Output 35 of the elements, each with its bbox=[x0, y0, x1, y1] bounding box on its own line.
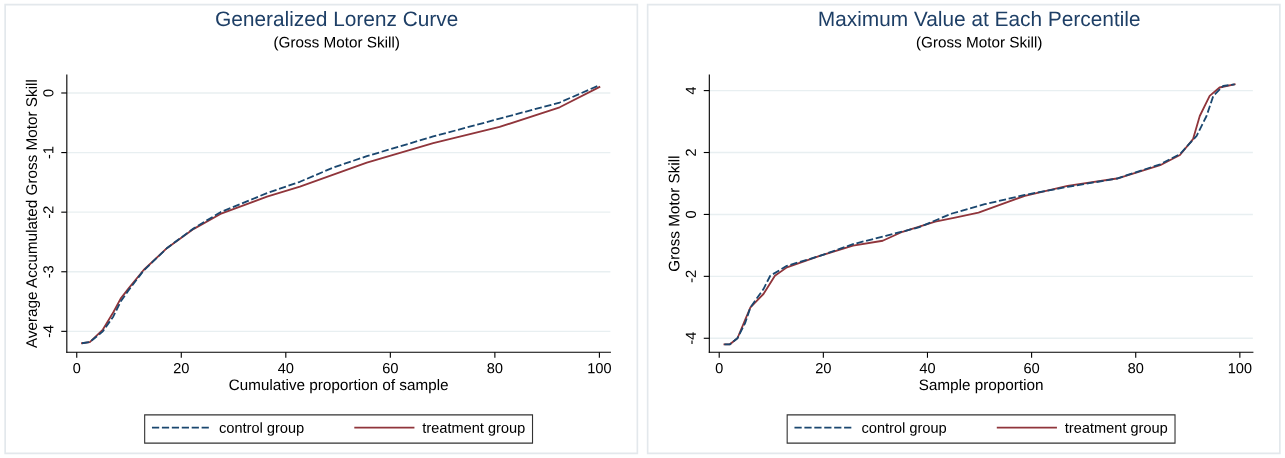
y-tick-label: -3 bbox=[43, 265, 54, 278]
legend-label: control group bbox=[219, 422, 304, 436]
x-tick-label: 60 bbox=[1024, 363, 1040, 374]
y-tick-label: -4 bbox=[685, 332, 696, 345]
line-series bbox=[723, 83, 1236, 346]
legend-label: control group bbox=[862, 422, 947, 436]
y-tick-label: -2 bbox=[43, 206, 54, 218]
y-tick-label: 0 bbox=[685, 210, 697, 218]
y-tick-label: -2 bbox=[685, 270, 696, 283]
legend-label: treatment group bbox=[1065, 423, 1168, 436]
x-tick-label: 80 bbox=[487, 363, 503, 374]
y-axis-title: Average Accumulated Gross Motor Skill bbox=[25, 80, 41, 349]
chart-subtitle: (Gross Motor Skill) bbox=[916, 36, 1042, 51]
x-tick-label: 40 bbox=[278, 363, 294, 374]
x-tick-label: 80 bbox=[1128, 363, 1144, 374]
y-tick-label: -1 bbox=[43, 146, 54, 159]
x-axis-title: Sample proportion bbox=[919, 378, 1043, 394]
y-tick-label: -4 bbox=[43, 325, 54, 338]
chart-subtitle: (Gross Motor Skill) bbox=[274, 36, 399, 51]
x-tick-label: 0 bbox=[715, 363, 723, 374]
chart-title: Generalized Lorenz Curve bbox=[216, 10, 458, 27]
y-tick-label: 0 bbox=[43, 89, 54, 97]
y-axis-title: Gross Motor Skill bbox=[668, 156, 680, 272]
x-tick-label: 100 bbox=[588, 363, 611, 374]
chart-title: Maximum Value at Each Percentile bbox=[819, 10, 1140, 27]
x-tick-label: 100 bbox=[1228, 363, 1252, 374]
y-tick-label: 2 bbox=[685, 149, 696, 156]
x-axis-title: Cumulative proportion of sample bbox=[229, 378, 448, 394]
y-tick-label: 4 bbox=[685, 86, 696, 95]
x-tick-label: 40 bbox=[919, 363, 936, 374]
x-tick-label: 20 bbox=[815, 363, 831, 374]
x-tick-label: 60 bbox=[382, 363, 398, 374]
x-tick-label: 0 bbox=[73, 363, 81, 374]
legend-label: treatment group bbox=[422, 423, 525, 436]
x-tick-label: 20 bbox=[173, 363, 189, 374]
